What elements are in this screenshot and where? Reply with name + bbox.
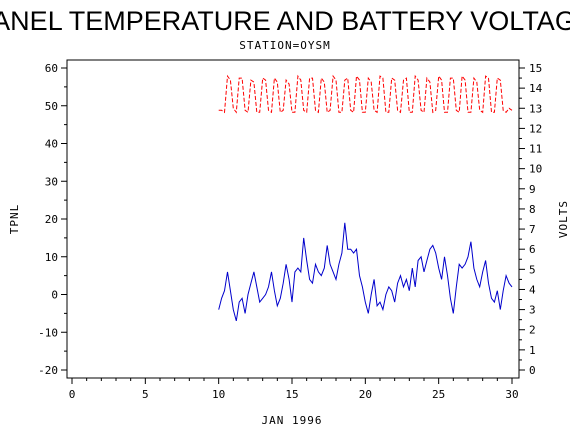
y-right-tick-label: 14: [529, 82, 543, 95]
chart-title: PANEL TEMPERATURE AND BATTERY VOLTAGE: [0, 6, 570, 36]
y-right-tick-label: 12: [529, 122, 542, 135]
y-left-tick-label: 10: [45, 251, 58, 264]
x-tick-label: 10: [212, 388, 225, 401]
x-tick-label: 15: [285, 388, 298, 401]
y-right-tick-label: 13: [529, 102, 542, 115]
y-left-tick-label: 60: [45, 62, 58, 75]
plot-frame: [66, 59, 520, 379]
y-right-tick-label: 1: [529, 344, 536, 357]
y-right-tick-label: 15: [529, 62, 542, 75]
y-right-tick-label: 6: [529, 243, 536, 256]
y-right-tick-label: 5: [529, 263, 536, 276]
x-axis-label: JAN 1996: [262, 414, 323, 427]
y-right-tick-label: 11: [529, 143, 542, 156]
tpnl-series-line: [218, 222, 513, 322]
plot-area: [218, 74, 513, 322]
y-axis-left-label: TPNL: [8, 204, 21, 235]
x-tick-label: 5: [142, 388, 149, 401]
y-left-tick-label: 50: [45, 100, 58, 113]
y-right-tick-label: 9: [529, 183, 536, 196]
x-axis: 0 5 10 15 20 25 30: [69, 378, 519, 401]
y-right-tick-label: 7: [529, 223, 536, 236]
y-axis-left: -20 -10 0 10 20 30 40 50 60: [38, 62, 67, 377]
y-right-tick-label: 0: [529, 364, 536, 377]
x-tick-label: 30: [505, 388, 518, 401]
x-tick-label: 0: [69, 388, 76, 401]
y-right-tick-label: 2: [529, 324, 536, 337]
x-tick-label: 25: [432, 388, 445, 401]
volts-series-line: [218, 74, 513, 114]
y-right-tick-label: 8: [529, 203, 536, 216]
y-left-tick-label: 30: [45, 175, 58, 188]
y-left-tick-label: -10: [38, 326, 58, 339]
y-left-tick-label: 40: [45, 138, 58, 151]
y-right-tick-label: 4: [529, 283, 536, 296]
x-tick-label: 20: [359, 388, 372, 401]
y-right-tick-label: 10: [529, 163, 542, 176]
chart-subtitle: STATION=OYSM: [239, 39, 330, 52]
y-left-tick-label: 0: [51, 289, 58, 302]
y-axis-right-label: VOLTS: [557, 200, 570, 238]
y-left-tick-label: 20: [45, 213, 58, 226]
y-right-tick-label: 3: [529, 304, 536, 317]
y-left-tick-label: -20: [38, 364, 58, 377]
